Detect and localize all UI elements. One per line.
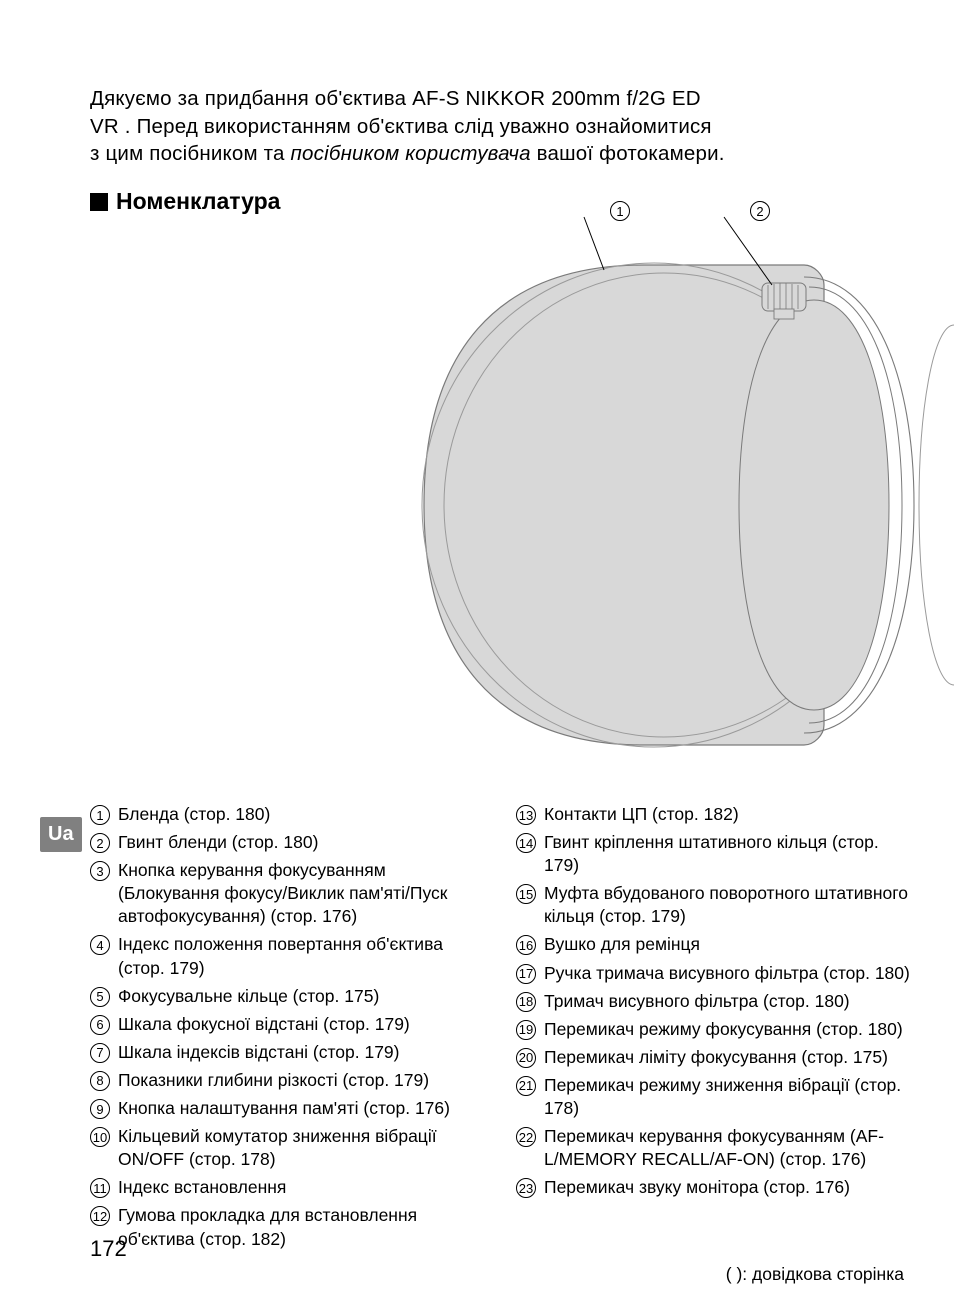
- item-text: Кнопка налаштування пам'яті (стор. 176): [118, 1097, 488, 1120]
- language-tab: Ua: [40, 817, 82, 852]
- list-item: 20 Перемикач ліміту фокусування (стор. 17…: [516, 1046, 914, 1069]
- item-number-circle: 6: [90, 1015, 110, 1035]
- list-item: 10 Кільцевий комутатор зниження вібрації …: [90, 1125, 488, 1171]
- list-item: 12 Гумова прокладка для встановлення об'є…: [90, 1204, 488, 1250]
- list-item: 7 Шкала індексів відстані (стор. 179): [90, 1041, 488, 1064]
- list-item: 17 Ручка тримача висувного фільтра (стор.…: [516, 962, 914, 985]
- intro-text: Дякуємо за придбання об'єктива AF-S NIKK…: [90, 87, 701, 110]
- item-number-circle: 21: [516, 1076, 536, 1096]
- item-text: Перемикач керування фокусуванням (AF-L/M…: [544, 1125, 914, 1171]
- list-item: 1 Бленда (стор. 180): [90, 803, 488, 826]
- list-item: 5 Фокусувальне кільце (стор. 175): [90, 985, 488, 1008]
- list-item: 18 Тримач висувного фільтра (стор. 180): [516, 990, 914, 1013]
- callout-number: 1: [610, 201, 630, 221]
- diagram-callout-2: 2: [750, 201, 770, 221]
- nomenclature-diagram: 1 2: [90, 205, 914, 785]
- list-item: 16 Вушко для ремінця: [516, 933, 914, 956]
- list-item: 15 Муфта вбудованого поворотного штативно…: [516, 882, 914, 928]
- item-text: Перемикач режиму фокусування (стор. 180): [544, 1018, 914, 1041]
- item-text: Шкала фокусної відстані (стор. 179): [118, 1013, 488, 1036]
- item-number-circle: 5: [90, 987, 110, 1007]
- item-number-circle: 8: [90, 1071, 110, 1091]
- intro-paragraph: Дякуємо за придбання об'єктива AF-S NIKK…: [90, 85, 914, 168]
- item-number-circle: 4: [90, 935, 110, 955]
- nomenclature-list: 1 Бленда (стор. 180) 2 Гвинт бленди (стор. …: [90, 803, 914, 1256]
- list-column-left: 1 Бленда (стор. 180) 2 Гвинт бленди (стор. …: [90, 803, 488, 1256]
- item-number-circle: 16: [516, 935, 536, 955]
- item-text: Контакти ЦП (стор. 182): [544, 803, 914, 826]
- item-text: Муфта вбудованого поворотного штативного…: [544, 882, 914, 928]
- item-number-circle: 15: [516, 884, 536, 904]
- list-item: 2 Гвинт бленди (стор. 180): [90, 831, 488, 854]
- list-item: 9 Кнопка налаштування пам'яті (стор. 176): [90, 1097, 488, 1120]
- item-text: Бленда (стор. 180): [118, 803, 488, 826]
- list-item: 11 Індекс встановлення: [90, 1176, 488, 1199]
- item-number-circle: 1: [90, 805, 110, 825]
- item-number-circle: 2: [90, 833, 110, 853]
- item-text: Шкала індексів відстані (стор. 179): [118, 1041, 488, 1064]
- intro-italic: посібником користувача: [291, 142, 531, 165]
- list-item: 21 Перемикач режиму зниження вібрації (ст…: [516, 1074, 914, 1120]
- item-number-circle: 20: [516, 1048, 536, 1068]
- item-number-circle: 3: [90, 861, 110, 881]
- item-number-circle: 11: [90, 1178, 110, 1198]
- item-number-circle: 19: [516, 1020, 536, 1040]
- list-item: 23 Перемикач звуку монітора (стор. 176): [516, 1176, 914, 1199]
- list-item: 13 Контакти ЦП (стор. 182): [516, 803, 914, 826]
- item-number-circle: 14: [516, 833, 536, 853]
- reference-footnote: ( ): довідкова сторінка: [90, 1264, 914, 1285]
- item-text: Вушко для ремінця: [544, 933, 914, 956]
- page-number: 172: [90, 1236, 127, 1262]
- list-item: 19 Перемикач режиму фокусування (стор. 18…: [516, 1018, 914, 1041]
- item-number-circle: 10: [90, 1127, 110, 1147]
- intro-text: . Перед використанням об'єктива слід ува…: [125, 115, 712, 138]
- intro-text: VR: [90, 115, 119, 138]
- list-item: 14 Гвинт кріплення штативного кільця (сто…: [516, 831, 914, 877]
- list-item: 3 Кнопка керування фокусуванням (Блокуван…: [90, 859, 488, 928]
- item-text: Перемикач ліміту фокусування (стор. 175): [544, 1046, 914, 1069]
- item-number-circle: 13: [516, 805, 536, 825]
- intro-text: з цим посібником та: [90, 142, 291, 165]
- item-text: Кільцевий комутатор зниження вібрації ON…: [118, 1125, 488, 1171]
- item-text: Перемикач режиму зниження вібрації (стор…: [544, 1074, 914, 1120]
- item-number-circle: 18: [516, 992, 536, 1012]
- item-number-circle: 17: [516, 964, 536, 984]
- manual-page: Дякуємо за придбання об'єктива AF-S NIKK…: [0, 0, 954, 1312]
- list-item: 22 Перемикач керування фокусуванням (AF-L…: [516, 1125, 914, 1171]
- item-text: Ручка тримача висувного фільтра (стор. 1…: [544, 962, 914, 985]
- lens-hood-illustration: [354, 205, 954, 785]
- item-text: Гвинт кріплення штативного кільця (стор.…: [544, 831, 914, 877]
- item-text: Кнопка керування фокусуванням (Блокуванн…: [118, 859, 488, 928]
- list-column-right: 13 Контакти ЦП (стор. 182) 14 Гвинт кріплен…: [516, 803, 914, 1256]
- callout-number: 2: [750, 201, 770, 221]
- item-number-circle: 7: [90, 1043, 110, 1063]
- language-code: Ua: [48, 823, 74, 845]
- item-text: Гумова прокладка для встановлення об'єкт…: [118, 1204, 488, 1250]
- item-text: Тримач висувного фільтра (стор. 180): [544, 990, 914, 1013]
- list-item: 4 Індекс положення повертання об'єктива (…: [90, 933, 488, 979]
- item-text: Перемикач звуку монітора (стор. 176): [544, 1176, 914, 1199]
- intro-text: вашої фотокамери.: [531, 142, 725, 165]
- item-text: Індекс встановлення: [118, 1176, 488, 1199]
- diagram-callout-1: 1: [610, 201, 630, 221]
- item-number-circle: 12: [90, 1206, 110, 1226]
- item-text: Гвинт бленди (стор. 180): [118, 831, 488, 854]
- item-number-circle: 23: [516, 1178, 536, 1198]
- item-text: Фокусувальне кільце (стор. 175): [118, 985, 488, 1008]
- item-text: Показники глибини різкості (стор. 179): [118, 1069, 488, 1092]
- item-number-circle: 9: [90, 1099, 110, 1119]
- item-number-circle: 22: [516, 1127, 536, 1147]
- item-text: Індекс положення повертання об'єктива (с…: [118, 933, 488, 979]
- list-item: 8 Показники глибини різкості (стор. 179): [90, 1069, 488, 1092]
- list-item: 6 Шкала фокусної відстані (стор. 179): [90, 1013, 488, 1036]
